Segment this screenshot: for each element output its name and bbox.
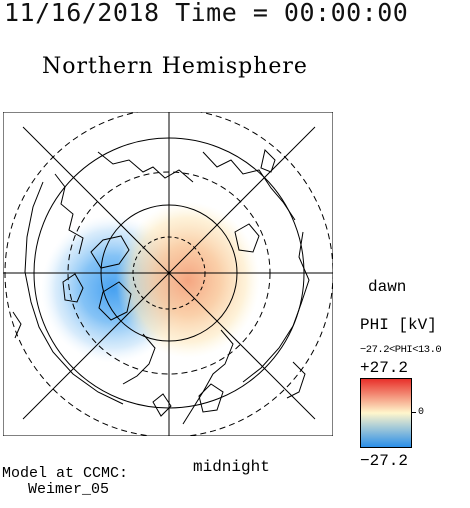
colorbar-title: PHI [kV] xyxy=(360,316,437,334)
colorbar-max-label: +27.2 xyxy=(360,359,409,377)
colorbar-zero-tick xyxy=(411,412,416,413)
colorbar-min-label: −27.2 xyxy=(360,452,409,470)
colorbar xyxy=(360,378,412,448)
coastlines xyxy=(12,149,310,425)
polar-potential-map xyxy=(3,112,333,436)
midnight-label: midnight xyxy=(193,458,270,476)
positive-potential-cell xyxy=(116,202,260,358)
hemisphere-title: Northern Hemisphere xyxy=(42,54,308,79)
timestamp: 11/16/2018 Time = 00:00:00 xyxy=(4,0,409,27)
model-name: Weimer_05 xyxy=(28,481,110,498)
dawn-label: dawn xyxy=(368,278,407,296)
model-label: Model at CCMC: xyxy=(2,465,129,482)
colorbar-range: −27.2<PHI<13.0 xyxy=(360,344,442,356)
meridian-diag-2 xyxy=(22,126,316,420)
colorbar-zero-label: 0 xyxy=(418,407,425,418)
